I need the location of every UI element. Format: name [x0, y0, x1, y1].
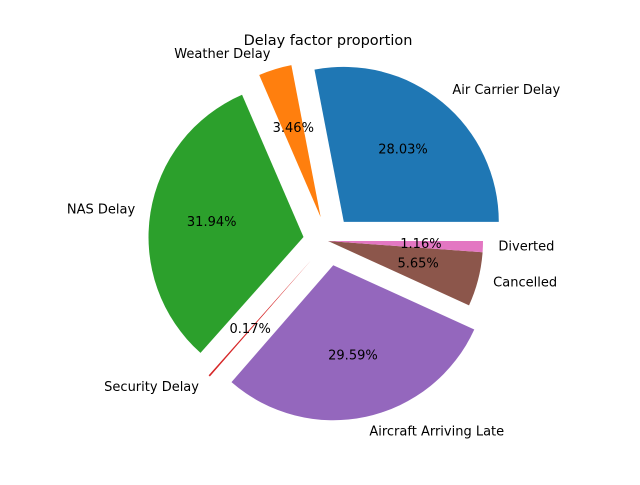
slice-percent-label: 29.59% — [328, 349, 378, 364]
slice-percent-label: 1.16% — [400, 237, 441, 252]
slice-category-label: Aircraft Arriving Late — [369, 424, 504, 439]
pie-slice-weather-delay — [259, 65, 321, 218]
pie-slice-aircraft-arriving-late — [231, 265, 475, 421]
slice-category-label: NAS Delay — [67, 202, 136, 217]
slice-category-label: Cancelled — [493, 276, 557, 291]
slice-percent-label: 31.94% — [187, 215, 237, 230]
slice-category-label: Security Delay — [104, 380, 199, 395]
slice-percent-label: 28.03% — [378, 143, 428, 158]
pie-slice-diverted — [328, 241, 483, 253]
slice-percent-label: 3.46% — [273, 121, 314, 136]
slice-category-label: Air Carrier Delay — [452, 83, 560, 98]
slice-category-label: Diverted — [498, 240, 554, 255]
pie-slice-security-delay — [208, 259, 312, 377]
pie-slice-cancelled — [328, 241, 483, 306]
pie-slice-air-carrier-delay — [314, 66, 499, 222]
slice-percent-label: 5.65% — [397, 257, 438, 272]
chart-title: Delay factor proportion — [243, 33, 413, 49]
pie-slice-nas-delay — [148, 94, 304, 353]
slice-percent-label: 0.17% — [230, 322, 271, 337]
slice-category-label: Weather Delay — [174, 47, 270, 62]
